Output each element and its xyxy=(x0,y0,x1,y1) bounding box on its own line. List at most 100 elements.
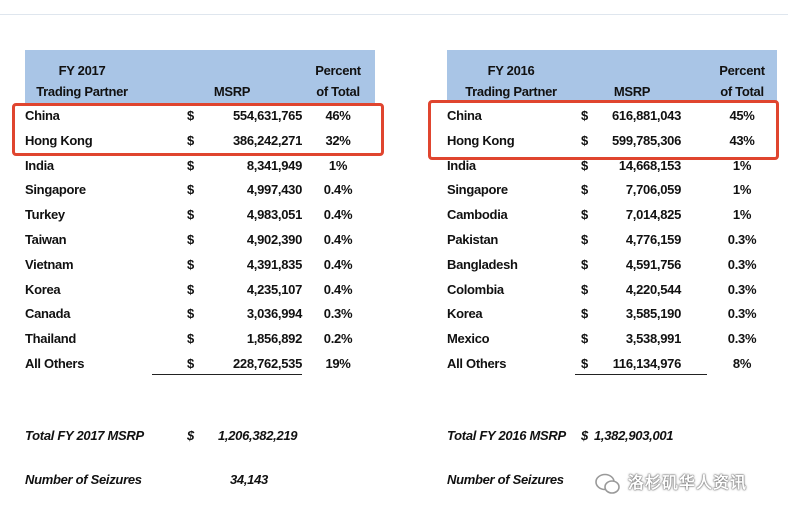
seizures-label: Number of Seizures xyxy=(447,472,564,487)
partner-name: Singapore xyxy=(447,182,508,198)
partner-name: India xyxy=(25,157,54,173)
msrp-value: 616,881,043 xyxy=(612,108,681,123)
partner-name: Hong Kong xyxy=(447,132,515,148)
percent-value: 0.3% xyxy=(727,281,757,297)
partner-name: Bangladesh xyxy=(447,256,518,272)
watermark-text: 洛杉矶华人资讯 xyxy=(628,473,748,492)
currency: $ xyxy=(581,108,588,123)
watermark-icon xyxy=(595,473,620,494)
msrp-value: 116,134,976 xyxy=(612,356,682,371)
percent-value: 0.3% xyxy=(727,232,757,247)
currency: $ xyxy=(581,331,588,347)
currency: $ xyxy=(187,331,194,347)
total-currency: $ xyxy=(187,428,194,443)
header-msrp: MSRP xyxy=(213,84,251,99)
total-value: 1,382,903,001 xyxy=(594,428,674,443)
header-year: FY 2017 xyxy=(58,63,106,78)
header-percent: Percent xyxy=(315,63,361,78)
percent-value: 1% xyxy=(328,157,348,173)
highlight-box xyxy=(12,103,384,156)
partner-name: Hong Kong xyxy=(25,132,93,148)
percent-value: 32% xyxy=(325,132,351,148)
total-label: Total FY 2016 MSRP xyxy=(447,428,566,443)
currency: $ xyxy=(581,256,588,272)
percent-value: 0.4% xyxy=(323,281,353,297)
msrp-value: 14,668,153 xyxy=(618,157,681,173)
percent-value: 0.3% xyxy=(323,306,353,322)
msrp-value: 3,585,190 xyxy=(625,306,681,322)
partner-name: China xyxy=(25,108,60,123)
header-percent: Percent xyxy=(719,63,765,78)
currency: $ xyxy=(581,281,588,297)
msrp-value: 228,762,535 xyxy=(233,356,302,371)
msrp-value: 554,631,765 xyxy=(233,108,302,123)
percent-value: 0.2% xyxy=(323,331,353,347)
percent-value: 0.4% xyxy=(323,232,353,247)
partner-name: Taiwan xyxy=(25,232,67,247)
total-rule xyxy=(575,374,707,375)
currency: $ xyxy=(581,232,588,247)
percent-value: 0.4% xyxy=(323,207,353,223)
partner-name: Colombia xyxy=(447,281,504,297)
percent-value: 1% xyxy=(732,207,752,223)
currency: $ xyxy=(581,132,588,148)
partner-name: Singapore xyxy=(25,182,86,198)
total-currency: $ xyxy=(581,428,588,443)
partner-name: India xyxy=(447,157,476,173)
partner-name: China xyxy=(447,108,482,123)
percent-value: 45% xyxy=(729,108,755,123)
currency: $ xyxy=(187,157,194,173)
msrp-value: 7,706,059 xyxy=(625,182,681,198)
partner-name: Korea xyxy=(25,281,61,297)
partner-name: All Others xyxy=(25,356,85,371)
currency: $ xyxy=(581,356,588,371)
top-rule xyxy=(0,14,788,15)
partner-name: Cambodia xyxy=(447,207,508,223)
header-background xyxy=(447,50,777,103)
msrp-value: 4,983,051 xyxy=(246,207,302,223)
percent-value: 0.3% xyxy=(727,331,757,347)
partner-name: Pakistan xyxy=(447,232,499,247)
msrp-value: 4,391,835 xyxy=(246,256,302,272)
msrp-value: 8,341,949 xyxy=(246,157,302,173)
percent-value: 43% xyxy=(729,132,755,148)
currency: $ xyxy=(581,157,588,173)
currency: $ xyxy=(581,207,588,223)
total-value: 1,206,382,219 xyxy=(218,428,298,443)
msrp-value: 4,902,390 xyxy=(246,232,302,247)
watermark: 洛杉矶华人资讯 xyxy=(594,470,779,498)
header-partner: Trading Partner xyxy=(465,84,557,99)
currency: $ xyxy=(187,256,194,272)
seizures-label: Number of Seizures xyxy=(25,472,142,487)
seizures-value: 34,143 xyxy=(230,472,268,487)
currency: $ xyxy=(581,182,588,198)
currency: $ xyxy=(187,356,194,371)
currency: $ xyxy=(187,132,194,148)
header-background xyxy=(25,50,375,103)
msrp-value: 3,036,994 xyxy=(246,306,302,322)
currency: $ xyxy=(187,232,194,247)
partner-name: All Others xyxy=(447,356,507,371)
percent-value: 1% xyxy=(732,157,752,173)
percent-value: 0.4% xyxy=(323,256,353,272)
msrp-value: 599,785,306 xyxy=(612,132,681,148)
msrp-value: 4,997,430 xyxy=(246,182,302,198)
total-rule xyxy=(152,374,302,375)
currency: $ xyxy=(187,306,194,322)
header-msrp: MSRP xyxy=(613,84,651,99)
percent-value: 0.4% xyxy=(323,182,353,198)
msrp-value: 386,242,271 xyxy=(233,132,302,148)
currency: $ xyxy=(187,108,194,123)
percent-value: 0.3% xyxy=(727,306,757,322)
currency: $ xyxy=(187,281,194,297)
msrp-value: 4,591,756 xyxy=(625,256,681,272)
currency: $ xyxy=(581,306,588,322)
percent-value: 46% xyxy=(325,108,351,123)
msrp-value: 4,235,107 xyxy=(246,281,302,297)
partner-name: Thailand xyxy=(25,331,77,347)
percent-value: 0.3% xyxy=(727,256,757,272)
highlight-box xyxy=(428,100,779,160)
msrp-value: 1,856,892 xyxy=(246,331,302,347)
partner-name: Mexico xyxy=(447,331,490,347)
header-year: FY 2016 xyxy=(487,63,535,78)
